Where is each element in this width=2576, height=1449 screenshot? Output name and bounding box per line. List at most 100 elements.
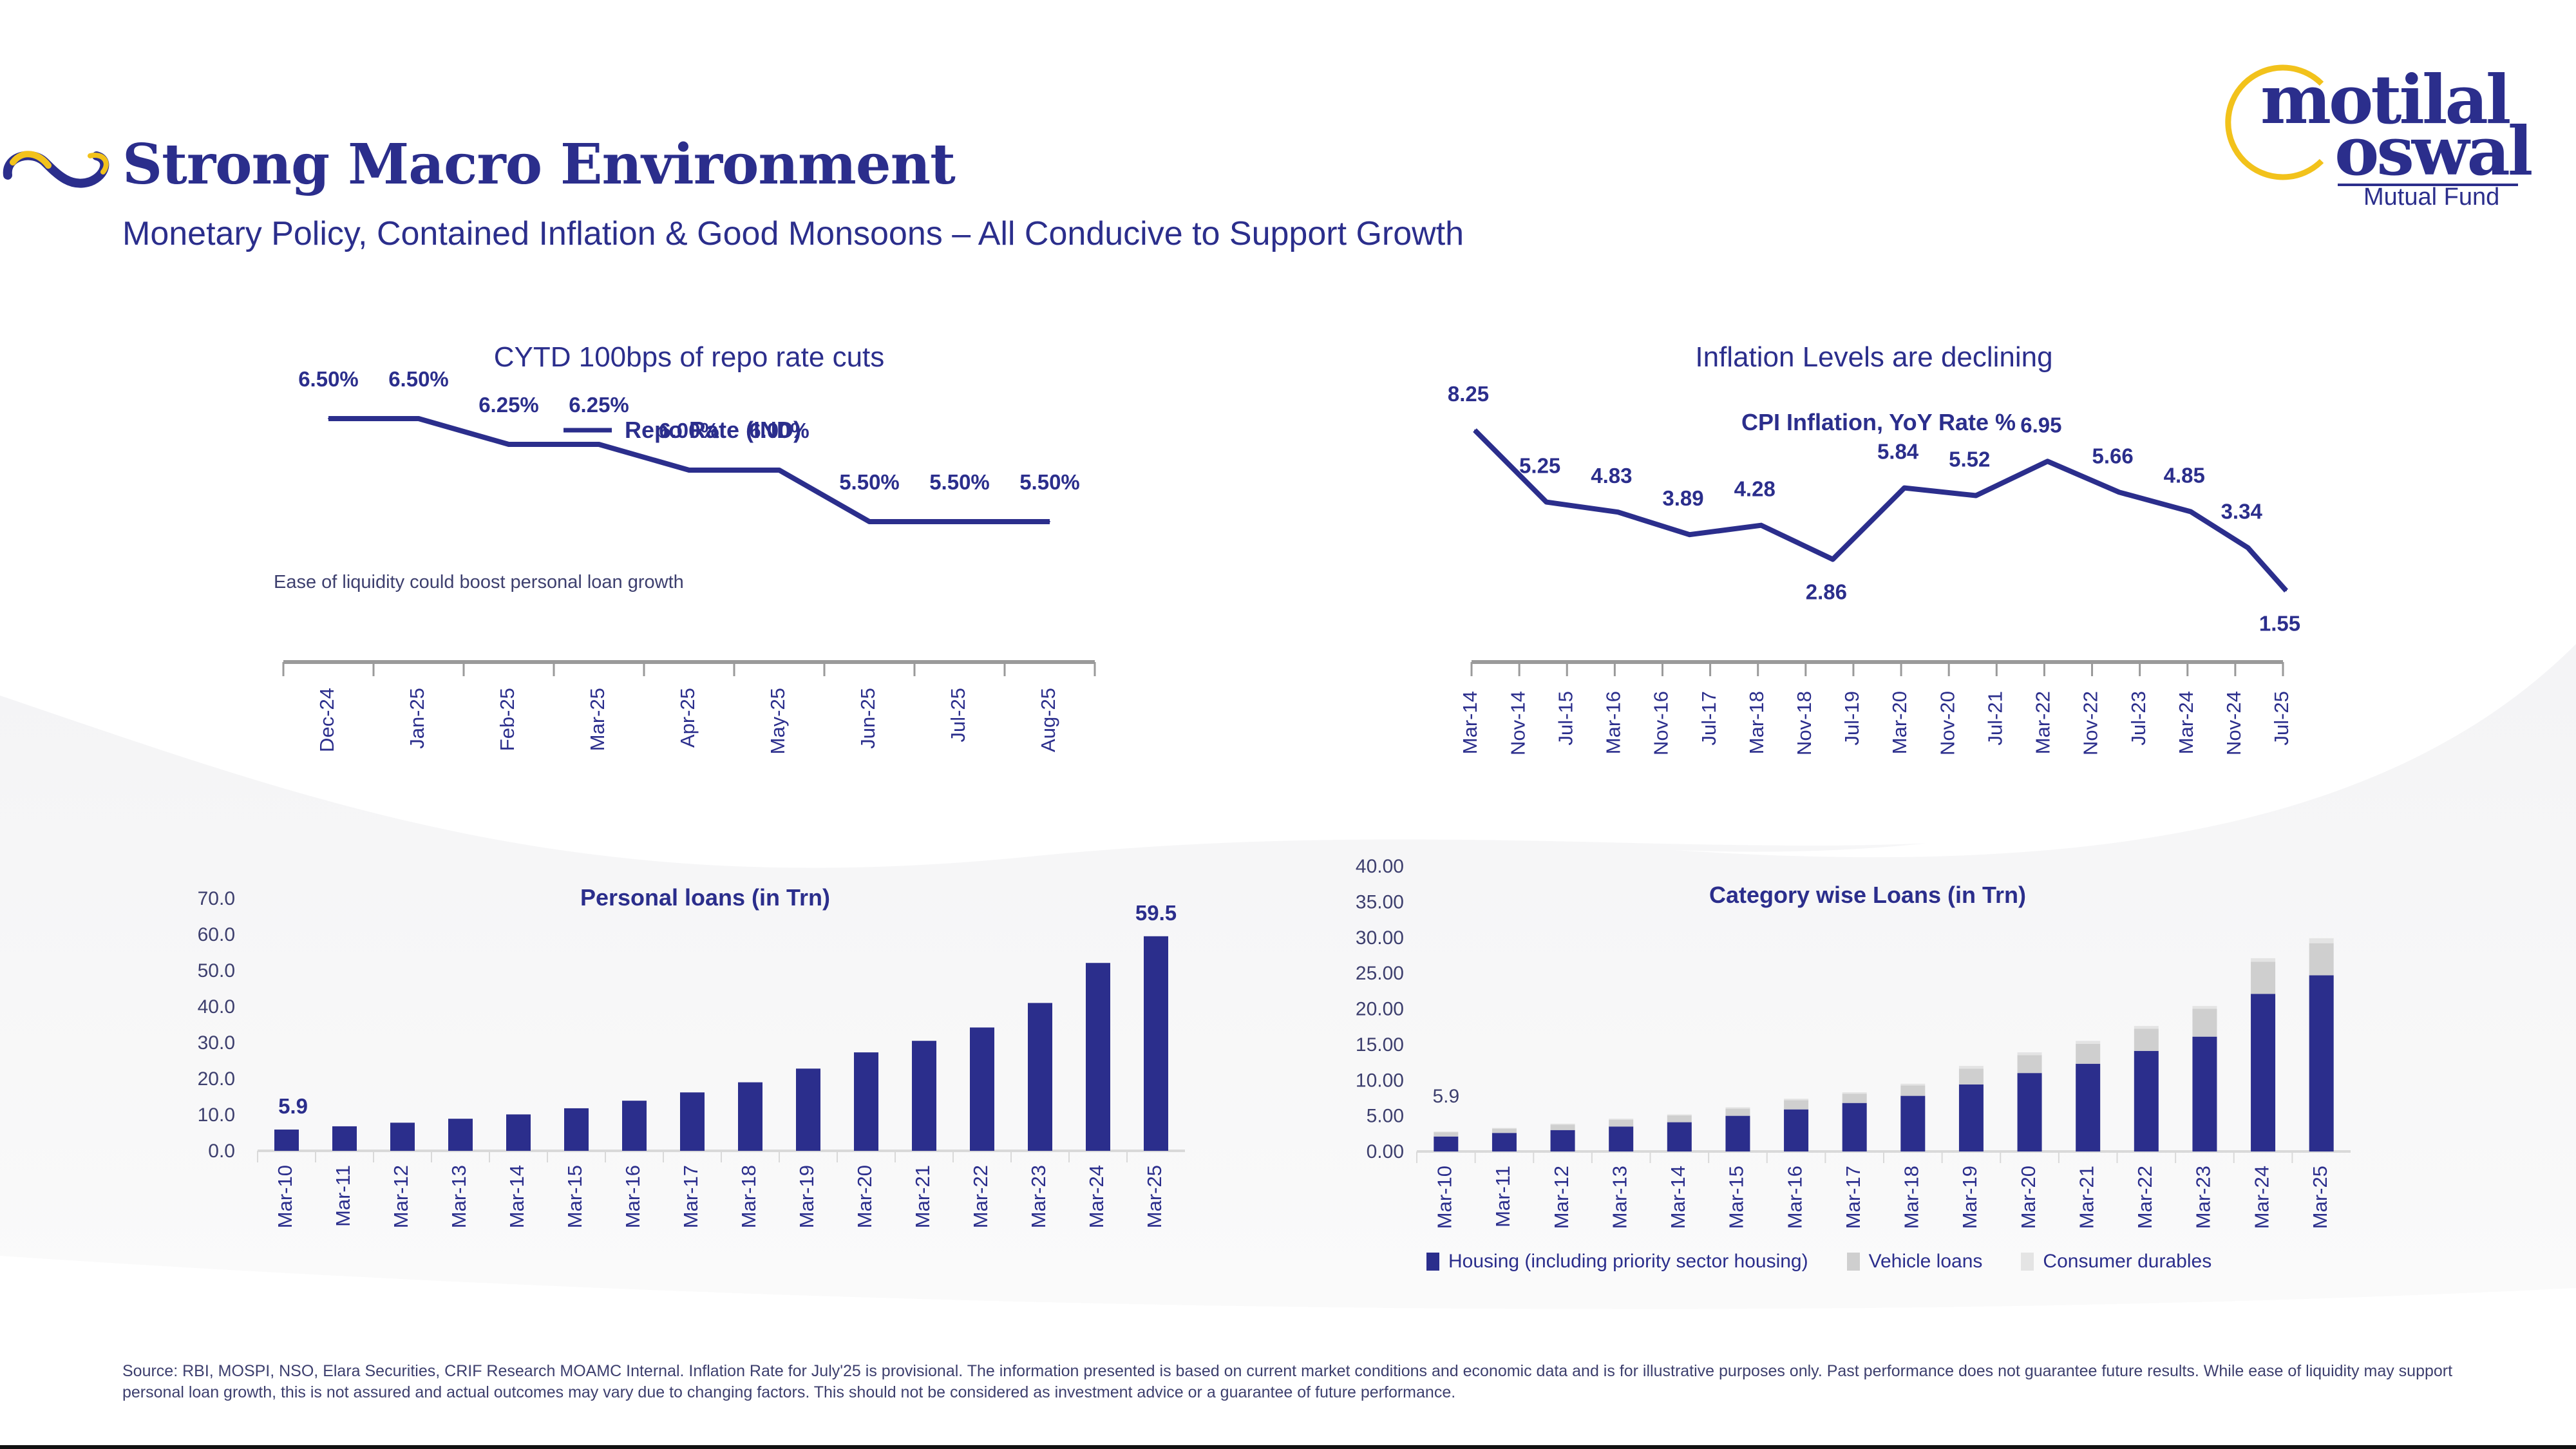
brand-tagline: Mutual Fund — [2363, 184, 2500, 211]
category-bar-consumer — [1900, 1083, 1926, 1086]
category-x-tick-label: Mar-10 — [1434, 1166, 1456, 1229]
category-bar-housing — [1492, 1133, 1517, 1151]
cpi-x-tick-label: Mar-18 — [1745, 691, 1768, 754]
category-bar-vehicle — [1667, 1115, 1692, 1122]
repo-data-label: 6.00% — [659, 419, 719, 442]
category-x-tick-label: Mar-13 — [1608, 1166, 1631, 1229]
category-x-tick-label: Mar-24 — [2250, 1166, 2273, 1229]
cpi-x-tick-label: Mar-22 — [2032, 691, 2054, 754]
category-bar-housing — [2017, 1073, 2042, 1151]
category-bar-vehicle — [1492, 1128, 1517, 1133]
repo-x-tick-label: Jun-25 — [857, 688, 879, 749]
personal-x-tick-label: Mar-11 — [332, 1165, 354, 1227]
category-bar-housing — [1784, 1109, 1809, 1151]
category-bar-vehicle — [1725, 1108, 1750, 1116]
personal-data-label: 59.5 — [1135, 901, 1177, 925]
personal-y-tick-label: 0.0 — [208, 1141, 235, 1162]
category-x-tick-label: Mar-16 — [1783, 1166, 1806, 1229]
personal-bar — [1144, 936, 1168, 1151]
cpi-data-label: 1.55 — [2259, 611, 2300, 635]
repo-data-label: 6.25% — [478, 393, 539, 417]
category-legend: Housing (including priority sector housi… — [1426, 1251, 2211, 1273]
personal-x-tick-label: Mar-12 — [390, 1165, 412, 1228]
category-x-tick-label: Mar-25 — [2309, 1166, 2331, 1229]
cpi-point — [1832, 558, 1833, 560]
category-y-tick-label: 15.00 — [1356, 1034, 1404, 1056]
personal-y-tick-label: 10.0 — [198, 1104, 235, 1126]
cpi-x-tick-label: Jul-23 — [2127, 691, 2150, 745]
cpi-point — [1546, 501, 1548, 503]
personal-bar — [970, 1027, 994, 1151]
repo-legend-label: Repo Rate (IND) — [625, 417, 801, 443]
cpi-point — [1689, 534, 1690, 536]
repo-point — [779, 469, 780, 471]
cpi-point — [1617, 511, 1619, 513]
category-bar-consumer — [1667, 1114, 1692, 1116]
personal-bar — [506, 1114, 531, 1151]
category-bar-consumer — [1784, 1099, 1809, 1101]
personal-y-tick-label: 70.0 — [198, 888, 235, 909]
cpi-x-tick-label: Mar-20 — [1888, 691, 1911, 754]
cpi-x-tick-label: Mar-24 — [2175, 691, 2197, 754]
cpi-chart-title: CPI Inflation, YoY Rate % — [1741, 409, 2016, 435]
repo-x-tick-label: Apr-25 — [676, 688, 699, 748]
category-x-tick-label: Mar-12 — [1550, 1166, 1573, 1229]
category-bar-vehicle — [2076, 1043, 2101, 1064]
category-bar-housing — [1900, 1095, 1926, 1151]
repo-data-label: 5.50% — [839, 470, 900, 494]
cpi-x-tick-label: Jul-19 — [1841, 691, 1863, 745]
repo-point — [598, 444, 600, 445]
personal-x-tick-label: Mar-15 — [564, 1165, 586, 1228]
category-bar-vehicle — [1958, 1068, 1984, 1084]
cpi-point — [1904, 487, 1906, 489]
repo-x-tick-label: Feb-25 — [496, 688, 518, 751]
personal-bar — [1028, 1003, 1052, 1151]
cpi-x-tick-label: Nov-22 — [2079, 691, 2102, 755]
repo-point — [508, 444, 509, 445]
repo-x-tick-label: May-25 — [766, 688, 789, 754]
personal-y-tick-label: 30.0 — [198, 1032, 235, 1054]
category-bar-consumer — [1725, 1107, 1750, 1109]
repo-point — [418, 418, 419, 419]
repo-point — [328, 418, 329, 419]
category-x-tick-label: Mar-17 — [1842, 1166, 1864, 1229]
category-y-tick-label: 0.00 — [1367, 1141, 1404, 1162]
legend-label-vehicle: Vehicle loans — [1868, 1251, 1983, 1272]
category-bar-housing — [1842, 1103, 1867, 1151]
category-bar-vehicle — [2017, 1055, 2042, 1074]
bottom-border — [0, 1445, 2576, 1449]
cpi-x-tick-label: Nov-24 — [2222, 691, 2245, 755]
cpi-data-label: 5.52 — [1949, 448, 1990, 471]
category-bar-consumer — [2251, 958, 2276, 962]
personal-data-label: 5.9 — [278, 1094, 308, 1118]
brand-name-line1: motilal — [2260, 60, 2511, 139]
category-bar-housing — [1609, 1126, 1634, 1151]
category-x-tick-label: Mar-19 — [1958, 1166, 1981, 1229]
category-bar-consumer — [1842, 1092, 1867, 1094]
personal-bar — [680, 1092, 705, 1151]
category-bar-vehicle — [2134, 1028, 2159, 1051]
cpi-data-label: 4.83 — [1591, 464, 1632, 488]
personal-x-tick-label: Mar-23 — [1027, 1165, 1050, 1228]
legend-label-consumer: Consumer durables — [2043, 1251, 2212, 1272]
category-bar-vehicle — [2251, 961, 2276, 994]
cpi-point — [2190, 511, 2192, 513]
legend-item-vehicle: Vehicle loans — [1846, 1251, 1983, 1273]
category-bar-vehicle — [2192, 1009, 2217, 1037]
category-data-label: 5.9 — [1432, 1086, 1459, 1107]
cpi-x-tick-label: Mar-16 — [1602, 691, 1625, 754]
brand-divider — [2338, 184, 2518, 186]
category-y-tick-label: 10.00 — [1356, 1070, 1404, 1091]
brand-ring-icon — [2225, 64, 2324, 180]
category-bar-vehicle — [1434, 1132, 1459, 1137]
repo-data-label: 6.00% — [749, 419, 810, 442]
cpi-x-tick-label: Jul-21 — [1984, 691, 2006, 745]
personal-bar — [622, 1101, 647, 1151]
category-bar-vehicle — [1900, 1085, 1926, 1096]
personal-bar — [738, 1082, 762, 1151]
category-x-tick-label: Mar-23 — [2192, 1166, 2215, 1229]
personal-bar — [390, 1122, 415, 1151]
category-bar-vehicle — [1550, 1124, 1575, 1130]
personal-bar — [564, 1108, 589, 1151]
category-x-tick-label: Mar-14 — [1667, 1166, 1689, 1229]
